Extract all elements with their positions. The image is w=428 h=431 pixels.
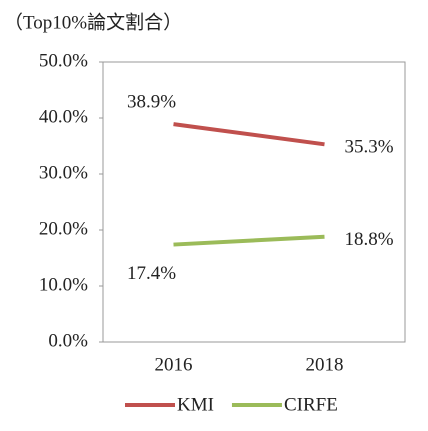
x-tick-label: 2016 [155, 354, 193, 375]
y-tick-label: 30.0% [39, 162, 88, 183]
plot-area [102, 61, 406, 343]
y-tick-label: 20.0% [39, 218, 88, 239]
legend-label: KMI [177, 394, 214, 415]
line-series [173, 234, 325, 247]
data-label: 35.3% [345, 137, 394, 158]
data-label: 17.4% [127, 263, 176, 284]
chart-title: （Top10%論文割合） [4, 11, 182, 33]
legend-label: CIRFE [284, 394, 338, 415]
y-tick-label: 10.0% [39, 274, 88, 295]
line-series [173, 122, 325, 147]
x-tick-label: 2018 [306, 354, 344, 375]
y-tick-label: 40.0% [39, 106, 88, 127]
data-label: 18.8% [345, 229, 394, 250]
y-tick-label: 0.0% [48, 330, 88, 351]
y-tick-label: 50.0% [39, 50, 88, 71]
data-label: 38.9% [127, 92, 176, 113]
